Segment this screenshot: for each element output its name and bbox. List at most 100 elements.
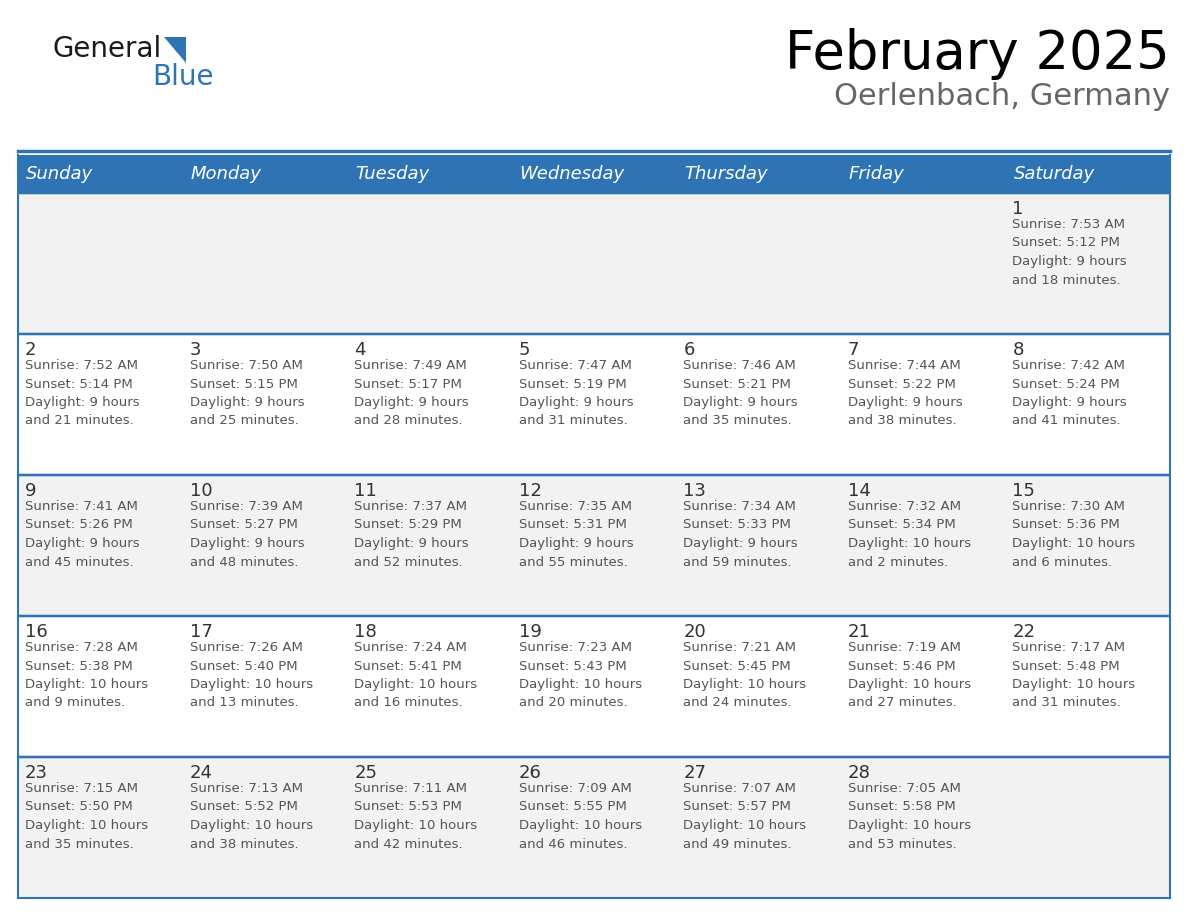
Bar xyxy=(18,334,183,475)
Bar xyxy=(841,475,1005,616)
Bar xyxy=(512,193,676,334)
Text: 9: 9 xyxy=(25,482,37,500)
Bar xyxy=(676,193,841,334)
Text: Sunrise: 7:15 AM
Sunset: 5:50 PM
Daylight: 10 hours
and 35 minutes.: Sunrise: 7:15 AM Sunset: 5:50 PM Dayligh… xyxy=(25,782,148,850)
Bar xyxy=(676,616,841,757)
Text: 23: 23 xyxy=(25,764,48,782)
Text: Sunday: Sunday xyxy=(26,165,93,183)
Bar xyxy=(1005,475,1170,616)
Bar xyxy=(347,757,512,898)
Bar xyxy=(18,475,183,616)
Text: Sunrise: 7:05 AM
Sunset: 5:58 PM
Daylight: 10 hours
and 53 minutes.: Sunrise: 7:05 AM Sunset: 5:58 PM Dayligh… xyxy=(848,782,971,850)
Bar xyxy=(347,475,512,616)
Bar xyxy=(183,155,347,193)
Text: Friday: Friday xyxy=(849,165,904,183)
Text: Monday: Monday xyxy=(190,165,261,183)
Bar xyxy=(676,475,841,616)
Text: 8: 8 xyxy=(1012,341,1024,359)
Text: Sunrise: 7:46 AM
Sunset: 5:21 PM
Daylight: 9 hours
and 35 minutes.: Sunrise: 7:46 AM Sunset: 5:21 PM Dayligh… xyxy=(683,359,798,428)
Bar xyxy=(676,757,841,898)
Text: Sunrise: 7:35 AM
Sunset: 5:31 PM
Daylight: 9 hours
and 55 minutes.: Sunrise: 7:35 AM Sunset: 5:31 PM Dayligh… xyxy=(519,500,633,568)
Text: 19: 19 xyxy=(519,623,542,641)
Bar xyxy=(183,757,347,898)
Bar xyxy=(841,193,1005,334)
Bar xyxy=(183,616,347,757)
Text: Sunrise: 7:26 AM
Sunset: 5:40 PM
Daylight: 10 hours
and 13 minutes.: Sunrise: 7:26 AM Sunset: 5:40 PM Dayligh… xyxy=(190,641,312,710)
Bar xyxy=(512,334,676,475)
Bar xyxy=(512,757,676,898)
Bar xyxy=(841,155,1005,193)
Bar xyxy=(183,193,347,334)
Text: 21: 21 xyxy=(848,623,871,641)
Text: Sunrise: 7:37 AM
Sunset: 5:29 PM
Daylight: 9 hours
and 52 minutes.: Sunrise: 7:37 AM Sunset: 5:29 PM Dayligh… xyxy=(354,500,469,568)
Bar xyxy=(183,334,347,475)
Text: Sunrise: 7:44 AM
Sunset: 5:22 PM
Daylight: 9 hours
and 38 minutes.: Sunrise: 7:44 AM Sunset: 5:22 PM Dayligh… xyxy=(848,359,962,428)
Bar xyxy=(1005,334,1170,475)
Text: 24: 24 xyxy=(190,764,213,782)
Text: Oerlenbach, Germany: Oerlenbach, Germany xyxy=(834,82,1170,111)
Text: 12: 12 xyxy=(519,482,542,500)
Text: Sunrise: 7:23 AM
Sunset: 5:43 PM
Daylight: 10 hours
and 20 minutes.: Sunrise: 7:23 AM Sunset: 5:43 PM Dayligh… xyxy=(519,641,642,710)
Text: 5: 5 xyxy=(519,341,530,359)
Text: 25: 25 xyxy=(354,764,377,782)
Text: 28: 28 xyxy=(848,764,871,782)
Bar xyxy=(347,616,512,757)
Text: Sunrise: 7:11 AM
Sunset: 5:53 PM
Daylight: 10 hours
and 42 minutes.: Sunrise: 7:11 AM Sunset: 5:53 PM Dayligh… xyxy=(354,782,478,850)
Bar xyxy=(841,757,1005,898)
Text: Sunrise: 7:52 AM
Sunset: 5:14 PM
Daylight: 9 hours
and 21 minutes.: Sunrise: 7:52 AM Sunset: 5:14 PM Dayligh… xyxy=(25,359,140,428)
Text: Saturday: Saturday xyxy=(1013,165,1094,183)
Text: 13: 13 xyxy=(683,482,706,500)
Bar xyxy=(841,616,1005,757)
Bar xyxy=(18,616,183,757)
Bar xyxy=(18,193,183,334)
Text: Sunrise: 7:28 AM
Sunset: 5:38 PM
Daylight: 10 hours
and 9 minutes.: Sunrise: 7:28 AM Sunset: 5:38 PM Dayligh… xyxy=(25,641,148,710)
Text: Sunrise: 7:24 AM
Sunset: 5:41 PM
Daylight: 10 hours
and 16 minutes.: Sunrise: 7:24 AM Sunset: 5:41 PM Dayligh… xyxy=(354,641,478,710)
Text: Sunrise: 7:21 AM
Sunset: 5:45 PM
Daylight: 10 hours
and 24 minutes.: Sunrise: 7:21 AM Sunset: 5:45 PM Dayligh… xyxy=(683,641,807,710)
Text: Sunrise: 7:49 AM
Sunset: 5:17 PM
Daylight: 9 hours
and 28 minutes.: Sunrise: 7:49 AM Sunset: 5:17 PM Dayligh… xyxy=(354,359,469,428)
Bar xyxy=(347,155,512,193)
Bar xyxy=(1005,155,1170,193)
Bar xyxy=(512,616,676,757)
Text: 14: 14 xyxy=(848,482,871,500)
Text: Sunrise: 7:07 AM
Sunset: 5:57 PM
Daylight: 10 hours
and 49 minutes.: Sunrise: 7:07 AM Sunset: 5:57 PM Dayligh… xyxy=(683,782,807,850)
Text: 2: 2 xyxy=(25,341,37,359)
Text: 27: 27 xyxy=(683,764,707,782)
Text: Sunrise: 7:50 AM
Sunset: 5:15 PM
Daylight: 9 hours
and 25 minutes.: Sunrise: 7:50 AM Sunset: 5:15 PM Dayligh… xyxy=(190,359,304,428)
Text: Sunrise: 7:30 AM
Sunset: 5:36 PM
Daylight: 10 hours
and 6 minutes.: Sunrise: 7:30 AM Sunset: 5:36 PM Dayligh… xyxy=(1012,500,1136,568)
Text: Sunrise: 7:32 AM
Sunset: 5:34 PM
Daylight: 10 hours
and 2 minutes.: Sunrise: 7:32 AM Sunset: 5:34 PM Dayligh… xyxy=(848,500,971,568)
Bar xyxy=(512,475,676,616)
Text: General: General xyxy=(52,35,162,63)
Text: 6: 6 xyxy=(683,341,695,359)
Text: Sunrise: 7:19 AM
Sunset: 5:46 PM
Daylight: 10 hours
and 27 minutes.: Sunrise: 7:19 AM Sunset: 5:46 PM Dayligh… xyxy=(848,641,971,710)
Text: 16: 16 xyxy=(25,623,48,641)
Text: Sunrise: 7:17 AM
Sunset: 5:48 PM
Daylight: 10 hours
and 31 minutes.: Sunrise: 7:17 AM Sunset: 5:48 PM Dayligh… xyxy=(1012,641,1136,710)
Text: Sunrise: 7:42 AM
Sunset: 5:24 PM
Daylight: 9 hours
and 41 minutes.: Sunrise: 7:42 AM Sunset: 5:24 PM Dayligh… xyxy=(1012,359,1127,428)
Polygon shape xyxy=(164,37,187,63)
Text: Sunrise: 7:13 AM
Sunset: 5:52 PM
Daylight: 10 hours
and 38 minutes.: Sunrise: 7:13 AM Sunset: 5:52 PM Dayligh… xyxy=(190,782,312,850)
Bar xyxy=(347,193,512,334)
Text: Sunrise: 7:41 AM
Sunset: 5:26 PM
Daylight: 9 hours
and 45 minutes.: Sunrise: 7:41 AM Sunset: 5:26 PM Dayligh… xyxy=(25,500,140,568)
Text: 20: 20 xyxy=(683,623,706,641)
Text: 7: 7 xyxy=(848,341,859,359)
Text: Sunrise: 7:34 AM
Sunset: 5:33 PM
Daylight: 9 hours
and 59 minutes.: Sunrise: 7:34 AM Sunset: 5:33 PM Dayligh… xyxy=(683,500,798,568)
Bar xyxy=(676,155,841,193)
Bar xyxy=(183,475,347,616)
Text: 17: 17 xyxy=(190,623,213,641)
Bar xyxy=(347,334,512,475)
Text: 18: 18 xyxy=(354,623,377,641)
Text: Sunrise: 7:09 AM
Sunset: 5:55 PM
Daylight: 10 hours
and 46 minutes.: Sunrise: 7:09 AM Sunset: 5:55 PM Dayligh… xyxy=(519,782,642,850)
Text: 4: 4 xyxy=(354,341,366,359)
Bar xyxy=(1005,193,1170,334)
Text: 26: 26 xyxy=(519,764,542,782)
Text: 10: 10 xyxy=(190,482,213,500)
Text: February 2025: February 2025 xyxy=(785,28,1170,80)
Bar xyxy=(512,155,676,193)
Bar xyxy=(18,155,183,193)
Text: 1: 1 xyxy=(1012,200,1024,218)
Text: Thursday: Thursday xyxy=(684,165,767,183)
Text: Blue: Blue xyxy=(152,63,214,91)
Text: Sunrise: 7:47 AM
Sunset: 5:19 PM
Daylight: 9 hours
and 31 minutes.: Sunrise: 7:47 AM Sunset: 5:19 PM Dayligh… xyxy=(519,359,633,428)
Text: Sunrise: 7:53 AM
Sunset: 5:12 PM
Daylight: 9 hours
and 18 minutes.: Sunrise: 7:53 AM Sunset: 5:12 PM Dayligh… xyxy=(1012,218,1127,286)
Text: Wednesday: Wednesday xyxy=(519,165,625,183)
Text: 15: 15 xyxy=(1012,482,1035,500)
